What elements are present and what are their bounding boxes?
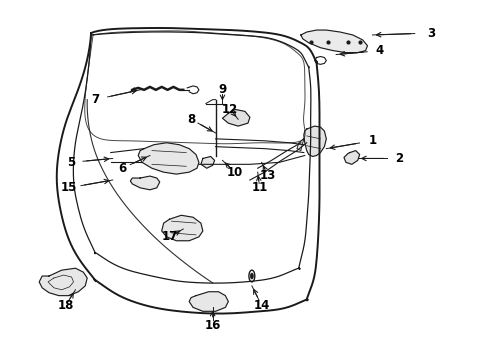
Text: 3: 3 (427, 27, 435, 40)
Text: 10: 10 (227, 166, 244, 179)
Polygon shape (222, 109, 250, 126)
Text: 2: 2 (395, 152, 403, 165)
Polygon shape (344, 150, 360, 164)
Text: 13: 13 (259, 168, 276, 181)
Polygon shape (189, 292, 228, 311)
Text: 5: 5 (68, 156, 75, 169)
Text: 12: 12 (222, 103, 239, 116)
Polygon shape (304, 126, 326, 157)
Text: 17: 17 (161, 230, 178, 243)
Polygon shape (162, 215, 203, 241)
Text: 18: 18 (57, 299, 74, 312)
Polygon shape (201, 157, 215, 168)
Text: 6: 6 (119, 162, 126, 175)
Text: 7: 7 (91, 93, 99, 106)
Ellipse shape (250, 273, 253, 279)
Text: 11: 11 (251, 181, 268, 194)
Polygon shape (39, 268, 87, 296)
Polygon shape (138, 143, 199, 174)
Text: 8: 8 (187, 113, 195, 126)
Text: 1: 1 (368, 134, 376, 147)
Polygon shape (297, 139, 304, 150)
Text: 4: 4 (375, 44, 383, 57)
Text: 16: 16 (204, 319, 221, 332)
Text: 9: 9 (219, 83, 226, 96)
Text: 14: 14 (253, 299, 270, 312)
Polygon shape (130, 176, 160, 190)
Text: 15: 15 (60, 181, 77, 194)
Polygon shape (301, 30, 368, 53)
